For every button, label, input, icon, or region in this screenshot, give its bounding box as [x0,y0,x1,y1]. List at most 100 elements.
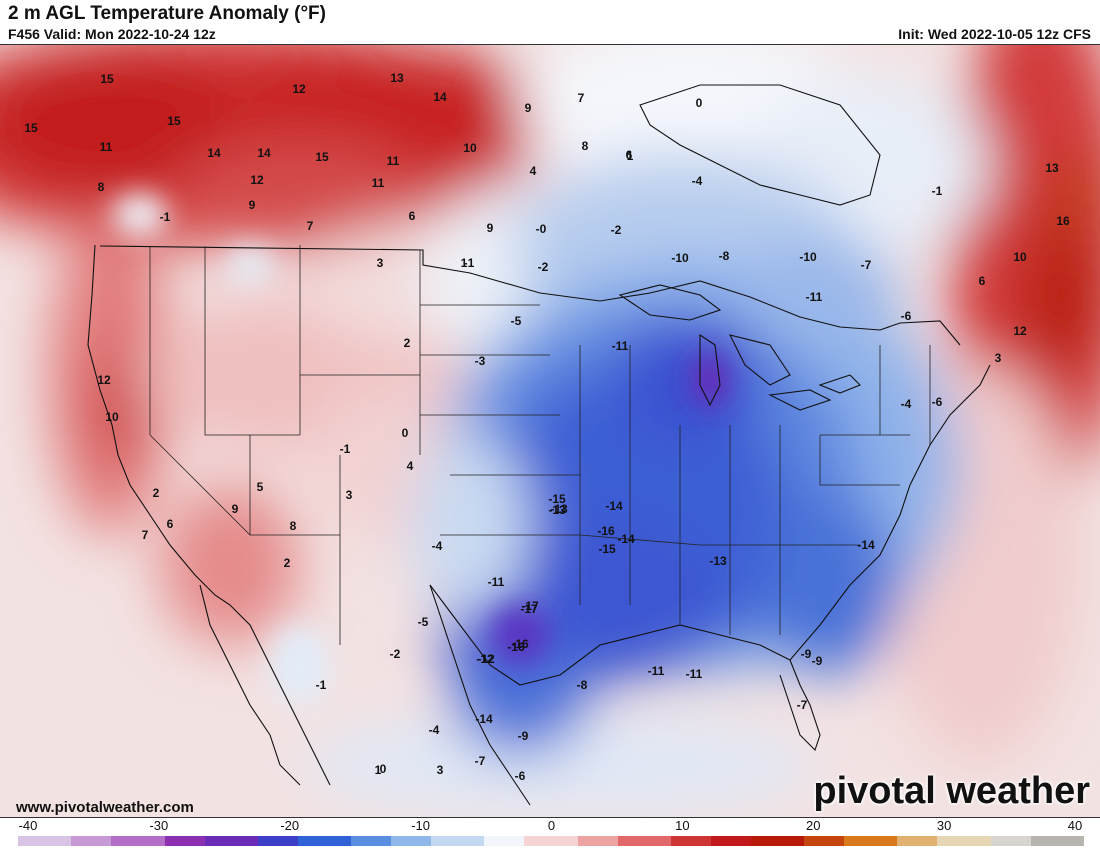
anomaly-value-label: -16 [507,640,525,654]
colorbar-swatch [71,836,86,846]
anomaly-value-label: 2 [153,486,160,500]
anomaly-value-label: 4 [407,459,414,473]
anomaly-value-label: -1 [340,442,351,456]
anomaly-value-label: 7 [307,219,314,233]
anomaly-value-label: -14 [475,712,493,726]
anomaly-map: 15 12 13 14 7 9 15 15 11 14 14 15 11 8 12 11 9 6 7 -1 10 8 9 6 4… [0,44,1100,818]
valid-time: F456 Valid: Mon 2022-10-24 12z [8,26,216,42]
colorbar-tick-label: -10 [411,818,431,833]
anomaly-value-label: -6 [901,309,912,323]
anomaly-value-label: -4 [692,174,703,188]
anomaly-value-label: -14 [617,532,635,546]
anomaly-value-label: 3 [995,351,1002,365]
colorbar-swatch [710,836,725,846]
colorbar-swatch [644,836,659,846]
colorbar-swatch [777,836,792,846]
anomaly-value-label: -14 [605,499,623,513]
colorbar-swatch [830,836,845,846]
colorbar-swatch [204,836,219,846]
colorbar-swatch [471,836,485,846]
anomaly-value-label: -4 [901,397,912,411]
colorbar-swatch [697,836,712,846]
colorbar-swatch [670,836,685,846]
anomaly-value-label: 14 [257,146,271,160]
init-time: Init: Wed 2022-10-05 12z CFS [898,26,1091,42]
anomaly-value-label: -1 [464,256,475,270]
anomaly-value-label: 12 [292,82,306,96]
colorbar-swatch [364,836,379,846]
anomaly-value-label: 12 [97,373,111,387]
anomaly-value-label: -13 [550,502,568,516]
colorbar-swatch [124,836,139,846]
anomaly-value-label: 6 [167,517,174,531]
anomaly-value-label: 1 [461,256,468,270]
anomaly-value-label: -11 [612,339,629,353]
colorbar-swatch [137,836,152,846]
colorbar-swatch [337,836,352,846]
colorbar-swatch [1017,836,1032,846]
colorbar-swatch [551,836,565,846]
anomaly-value-label: 1 [627,149,634,163]
anomaly-value-label: -9 [801,647,812,661]
colorbar-swatch [377,836,392,846]
colorbar-swatch [1057,836,1072,846]
anomaly-value-label: 15 [100,72,114,86]
colorbar-swatch [617,836,632,846]
colorbar-swatch [497,836,512,846]
anomaly-value-label: 2 [404,336,411,350]
colorbar-swatch [271,836,285,846]
colorbar-swatch [910,836,925,846]
colorbar-tick-label: 30 [936,818,952,833]
anomaly-value-label: -8 [577,678,588,692]
anomaly-value-label: -12 [477,652,495,666]
anomaly-value-label: -7 [475,754,486,768]
colorbar-swatch [44,836,59,846]
state-borders [149,245,931,645]
anomaly-value-label: 11 [387,154,400,168]
colorbar-swatch [177,836,192,846]
colorbar-swatch [484,836,499,846]
colorbar-swatch [950,836,965,846]
anomaly-value-label: -7 [861,258,872,272]
colorbar-swatch [1044,836,1058,846]
anomaly-value-label: -17 [520,602,538,616]
anomaly-value-label: 11 [100,140,113,154]
colorbar-swatch [657,836,672,846]
anomaly-value-label: 15 [167,114,181,128]
anomaly-value-label: 6 [409,209,416,223]
anomaly-value-label: 14 [207,146,221,160]
colorbar-tick-label: -30 [149,818,169,833]
anomaly-value-label: -0 [536,222,547,236]
colorbar-swatch [964,836,978,846]
colorbar-swatch [684,836,699,846]
colorbar-swatch [577,836,592,846]
colorbar-swatch [750,836,765,846]
colorbar-swatch [351,836,365,846]
colorbar-swatch [817,836,832,846]
anomaly-value-label: 3 [346,488,353,502]
anomaly-value-label: 0 [696,96,703,110]
anomaly-value-label: -8 [719,249,730,263]
colorbar-swatch [1070,836,1085,846]
colorbar-swatch [164,836,179,846]
colorbar-swatch [417,836,432,846]
anomaly-value-label: 7 [142,528,149,542]
anomaly-value-label: 10 [105,410,119,424]
colorbar-swatch [191,836,206,846]
colorbar-tick-label: 0 [547,818,556,833]
anomaly-value-label: -10 [799,250,817,264]
anomaly-value-label: 9 [525,101,532,115]
anomaly-value-label: -2 [538,260,549,274]
colorbar-swatch [511,836,525,846]
brand-logo: pivotal weather [813,770,1090,812]
colorbar-swatch [1004,836,1018,846]
anomaly-value-label: 3 [437,763,444,777]
anomaly-value-label: 11 [372,176,385,190]
anomaly-value-label: -15 [598,542,616,556]
anomaly-value-label: -1 [316,678,327,692]
anomaly-field [0,45,1100,815]
anomaly-value-label: 6 [626,148,633,162]
anomaly-value-label: -10 [671,251,689,265]
colorbar-ticks: -40 -30 -20 -10 0 10 20 30 40 [0,818,1100,834]
